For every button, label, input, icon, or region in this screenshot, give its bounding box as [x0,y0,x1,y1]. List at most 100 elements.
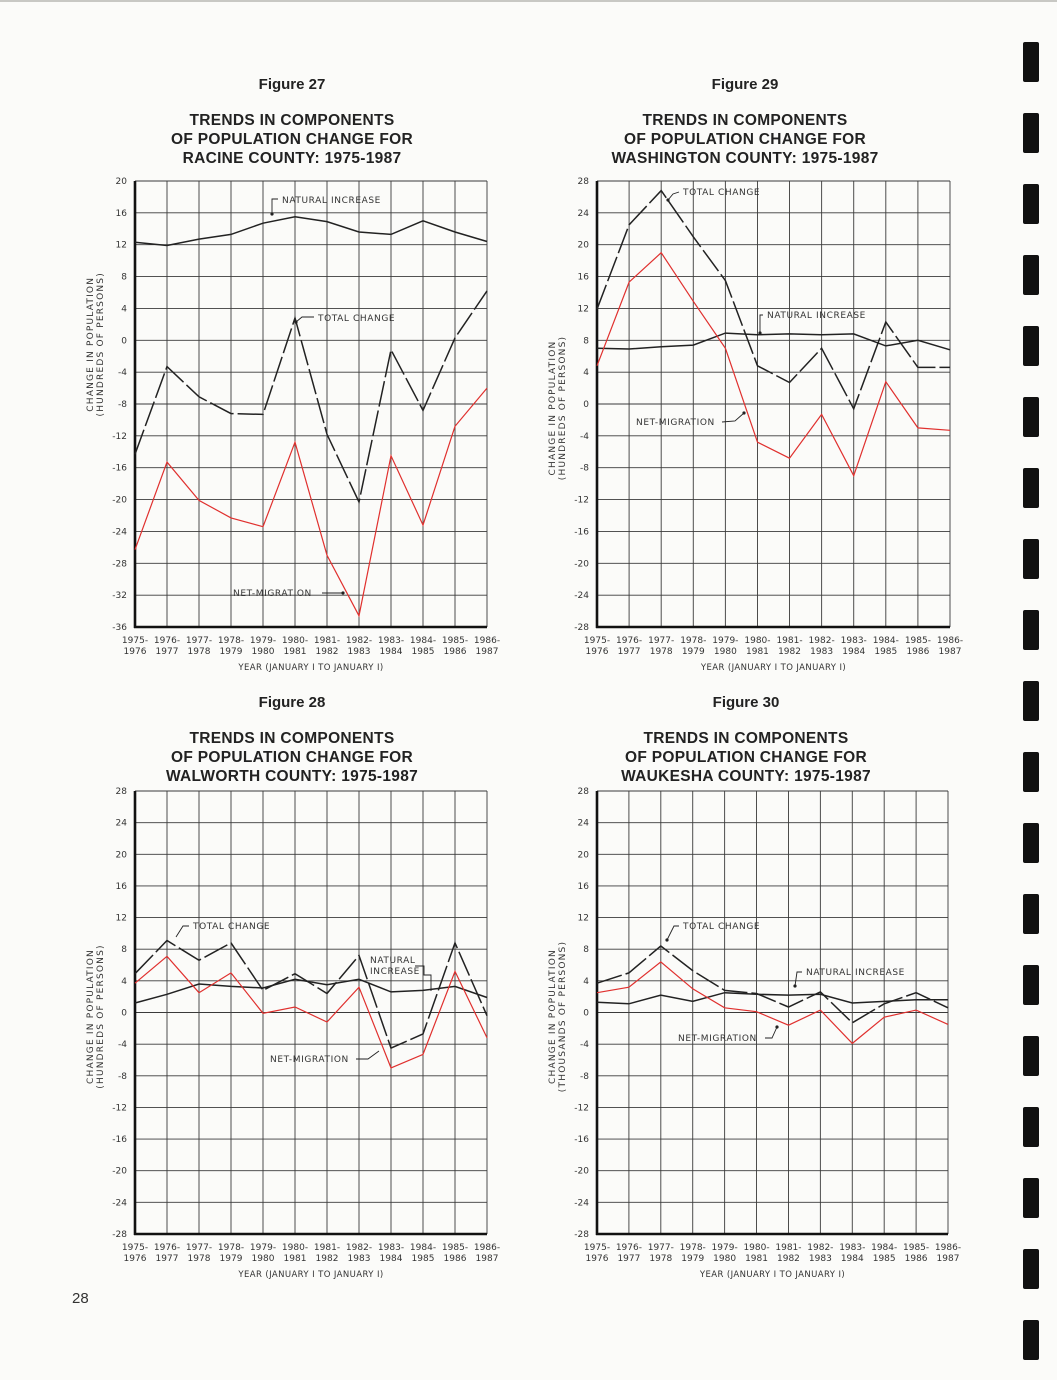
x-tick-label: 1984- [410,636,436,646]
x-tick-label: 1985 [874,647,897,657]
x-tick-label: 1986- [474,636,500,646]
binder-hole [1023,326,1039,366]
series-line-natural-increase [596,991,948,1005]
x-tick-label: 1976- [616,636,642,646]
x-tick-label: 1984- [410,1243,436,1253]
y-tick-label: 20 [578,241,590,251]
y-tick-label: -24 [112,1198,127,1208]
x-tick-label: 1978 [188,1254,211,1264]
binder-hole [1023,539,1039,579]
x-tick-label: 1984 [842,647,865,657]
y-tick-label: 24 [116,819,128,829]
x-tick-label: 1984- [871,1243,897,1253]
binder-hole [1023,1178,1039,1218]
x-tick-label: 1984 [380,647,403,657]
x-tick-label: 1979- [250,1243,276,1253]
title-line: OF POPULATION CHANGE FOR [171,131,413,148]
figure-label: Figure 30 [712,694,780,711]
series-line-net-migration [134,955,488,1069]
x-tick-label: 1975- [122,636,148,646]
x-tick-label: 1983- [841,636,867,646]
annotation-arrowhead [758,331,762,335]
series-line-net-migration [596,961,949,1045]
y-axis-label: (HUNDREDS OF PERSONS) [558,336,568,480]
x-tick-label: 1981 [284,647,307,657]
binder-hole [1023,610,1039,650]
annotation-leader-arrow [295,316,314,323]
title-line: TRENDS IN COMPONENTS [189,112,395,129]
y-axis-label: (THOUSANDS OF PERSONS) [558,941,568,1092]
y-tick-label: 20 [116,177,128,187]
y-tick-label: -12 [112,432,127,442]
y-tick-label: -12 [112,1103,127,1113]
y-tick-label: -20 [112,496,127,506]
binder-hole [1023,397,1039,437]
x-tick-label: 1985 [412,647,435,657]
annotation-label: TOTAL CHANGE [682,188,760,198]
x-tick-label: 1981 [745,1254,768,1264]
x-tick-label: 1980- [282,636,308,646]
x-tick-label: 1985- [905,636,931,646]
title-line: TRENDS IN COMPONENTS [643,730,849,747]
y-tick-label: -8 [118,1072,127,1082]
annotation-leader-arrow [759,314,763,333]
binder-hole [1023,752,1039,792]
x-tick-label: 1976 [124,647,147,657]
x-tick-label: 1979- [712,1243,738,1253]
binder-hole [1023,1107,1039,1147]
binder-hole [1023,1036,1039,1076]
x-tick-label: 1981 [284,1254,307,1264]
y-tick-label: 16 [116,882,128,892]
series-line-net-migration [134,387,488,618]
annotation-leader-arrow [721,412,745,423]
y-tick-label: 12 [116,241,127,251]
annotation-label: NET-MIGRATION [636,418,715,428]
series-line-total-change [134,939,488,1050]
annotation-label: TOTAL CHANGE [317,314,395,324]
y-tick-label: -28 [112,1230,127,1240]
x-tick-label: 1987 [476,1254,499,1264]
x-tick-label: 1980- [743,1243,769,1253]
series-line-total-change [134,290,488,505]
binder-hole [1023,681,1039,721]
annotation-leader-arrow [667,191,680,201]
x-tick-label: 1986 [444,647,467,657]
title-line: TRENDS IN COMPONENTS [189,730,395,747]
x-tick-label: 1985- [442,1243,468,1253]
x-tick-label: 1981- [775,1243,801,1253]
annotation-leader-arrow [765,1026,778,1039]
figure-title: TRENDS IN COMPONENTS OF POPULATION CHANG… [92,111,492,168]
y-tick-label: 28 [578,177,590,187]
x-tick-label: 1976 [586,647,609,657]
x-tick-label: 1976- [154,636,180,646]
y-tick-label: 16 [116,209,128,219]
figure-title: TRENDS IN COMPONENTS OF POPULATION CHANG… [92,729,492,786]
y-tick-label: -8 [118,400,127,410]
x-tick-label: 1980- [744,636,770,646]
x-tick-label: 1982- [346,1243,372,1253]
y-tick-label: 4 [583,368,589,378]
y-tick-label: 8 [121,945,127,955]
x-tick-label: 1980 [713,1254,736,1264]
y-tick-label: 28 [116,787,128,797]
x-tick-label: 1977- [648,636,674,646]
y-tick-label: 0 [583,400,589,410]
x-tick-label: 1983 [348,1254,371,1264]
x-tick-label: 1978 [649,1254,672,1264]
title-line: WASHINGTON COUNTY: 1975-1987 [611,150,879,167]
x-tick-label: 1979 [682,647,705,657]
title-line: TRENDS IN COMPONENTS [642,112,848,129]
x-tick-label: 1977 [156,647,179,657]
binder-hole [1023,255,1039,295]
x-tick-label: 1977- [186,636,212,646]
binder-hole [1023,1249,1039,1289]
title-line: WAUKESHA COUNTY: 1975-1987 [621,768,871,785]
x-tick-label: 1980 [714,647,737,657]
binder-hole [1023,113,1039,153]
page-top-edge [0,0,1057,2]
y-tick-label: -24 [574,1198,589,1208]
annotation-leader-arrow [666,925,679,941]
annotation-label: NET-MIGRATION [678,1034,757,1044]
y-tick-label: -4 [580,1040,589,1050]
x-tick-label: 1982- [809,636,835,646]
